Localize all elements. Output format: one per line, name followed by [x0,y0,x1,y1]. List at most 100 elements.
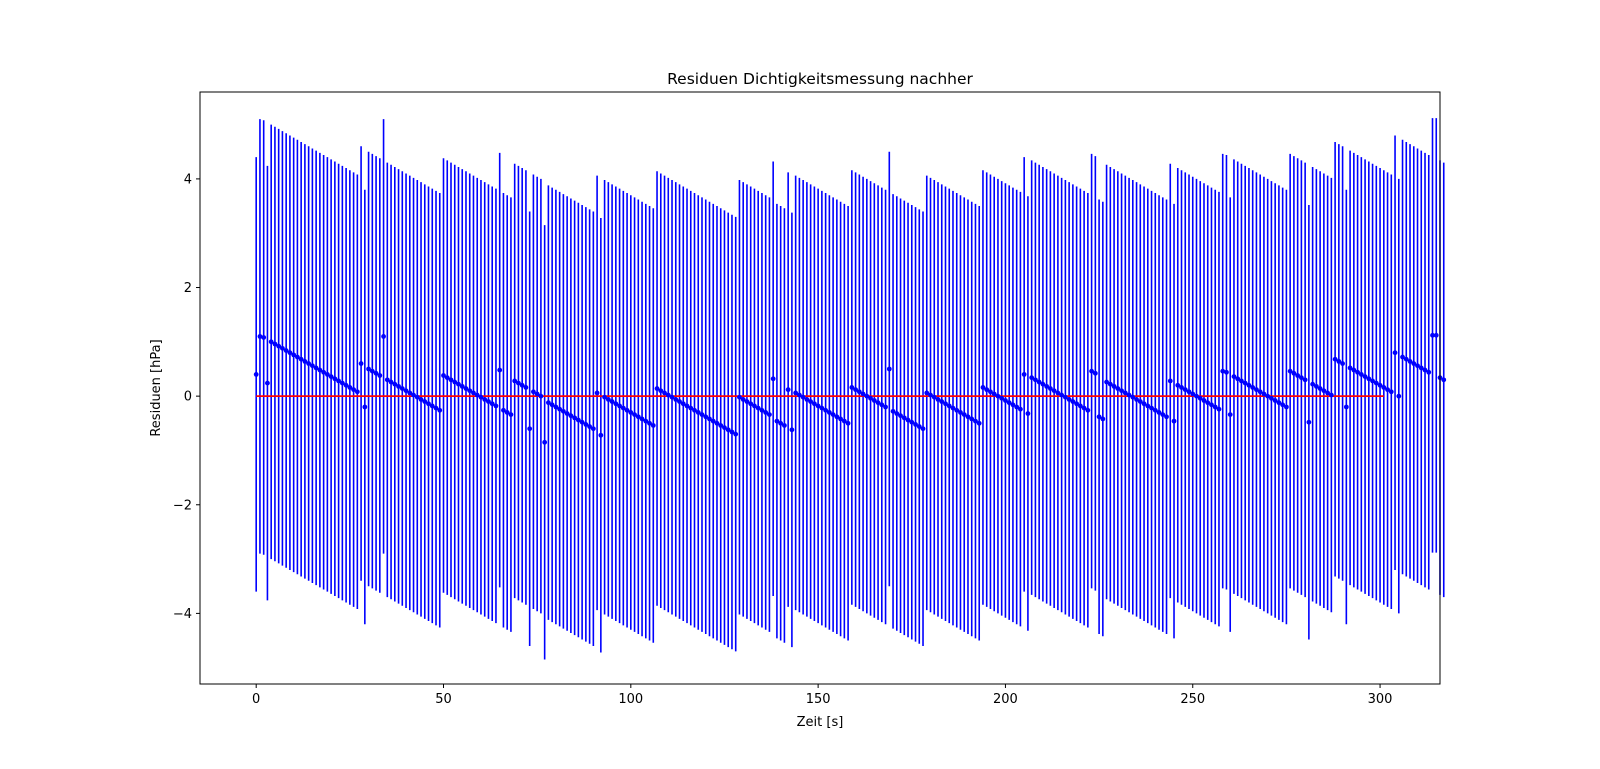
data-point [328,374,334,379]
data-point [1392,350,1398,356]
data-point [523,385,529,390]
data-point [875,400,881,406]
data-point [1276,400,1282,406]
data-point [1298,375,1304,381]
data-point [388,379,394,385]
data-point [950,405,956,411]
data-point [669,394,675,400]
data-point [1310,381,1316,387]
data-point [298,356,304,362]
data-point [1231,374,1237,379]
data-point [399,386,405,391]
data-point [396,383,401,389]
data-point [1381,385,1387,390]
data-point [426,401,431,407]
data-point [759,407,765,413]
data-point [1014,404,1020,410]
data-point [448,377,454,383]
data-point [1066,397,1072,402]
data-point [276,343,282,349]
data-point [362,404,368,410]
data-point [1021,372,1027,377]
data-point [632,412,637,418]
x-tick-label: 250 [1180,692,1205,707]
data-point [377,373,383,378]
data-point [381,334,386,339]
data-point [823,407,829,413]
x-tick-label: 150 [806,692,831,707]
data-point [999,395,1005,401]
data-point [931,394,937,400]
data-point [744,399,750,404]
data-point [860,391,866,397]
data-point [1343,404,1349,410]
data-point [774,418,780,424]
data-point [407,390,413,396]
data-point [339,380,345,386]
data-point [650,423,656,428]
data-point [1224,369,1229,375]
data-point [302,358,308,364]
data-point [545,400,551,406]
data-point [928,392,933,398]
data-point [1313,383,1319,389]
data-point [639,416,645,422]
data-point [969,416,975,422]
data-point [538,393,544,399]
data-point [1370,378,1375,384]
data-point [1411,361,1417,366]
data-point [564,411,570,416]
data-point [418,397,424,402]
data-point [1164,414,1169,420]
data-point [894,411,900,416]
data-point [257,334,263,339]
data-point [665,392,671,398]
data-point [1051,388,1057,394]
data-point [429,403,435,409]
data-point [1025,411,1031,416]
data-point [459,383,465,389]
data-point [568,413,574,419]
data-point [785,387,791,393]
data-point [261,335,267,340]
data-point [1400,354,1405,360]
data-point [1194,393,1199,399]
data-point [369,368,375,374]
data-point [856,389,862,395]
data-point [474,392,480,398]
data-point [703,414,709,420]
data-point [313,365,319,371]
data-point [493,403,499,409]
data-point [1182,387,1188,393]
data-point [265,380,270,386]
data-point [808,399,814,404]
data-point [1145,403,1151,409]
data-point [489,401,495,407]
data-point [354,389,360,395]
data-point [1317,386,1323,391]
data-point [699,412,705,418]
data-point [1055,390,1061,396]
data-point [710,418,716,424]
data-point [1377,382,1383,388]
data-point [1201,398,1207,403]
data-point [1006,400,1012,406]
data-point [1403,356,1409,362]
data-point [1089,368,1095,374]
data-point [647,420,652,426]
data-point [1355,369,1360,375]
data-point [613,401,619,407]
data-point [324,372,330,377]
data-point [658,388,664,394]
data-point [501,407,506,413]
data-point [1149,405,1154,411]
data-point [482,397,488,402]
data-point [321,369,327,375]
data-point [1122,390,1128,396]
y-axis-label: Residuen [hPa] [149,339,164,436]
data-point [905,417,911,423]
data-point [1291,370,1297,376]
data-point [943,401,948,407]
data-point [1407,358,1413,364]
data-point [1130,394,1136,400]
